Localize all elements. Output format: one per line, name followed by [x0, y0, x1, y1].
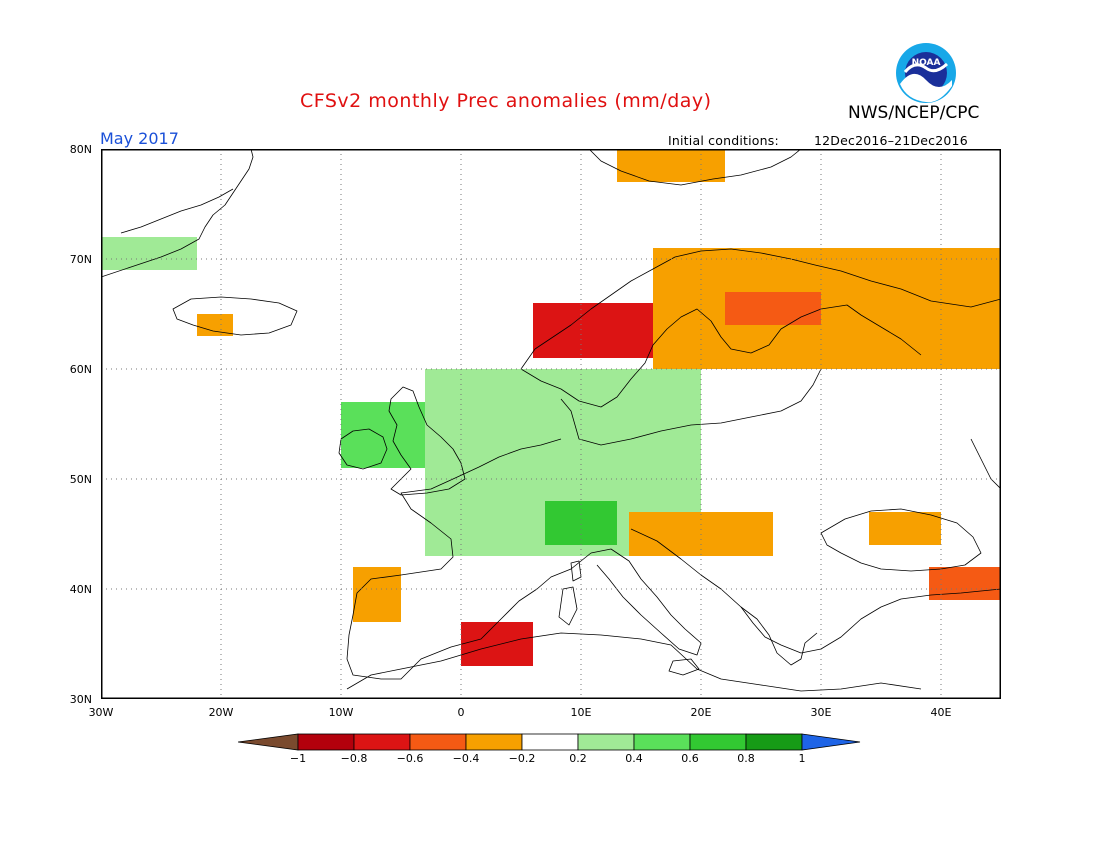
colorbar-swatch-m1: [297, 733, 355, 751]
colorbar-label-m08: −0.8: [340, 752, 368, 765]
chart-title: CFSv2 monthly Prec anomalies (mm/day): [300, 90, 712, 112]
colorbar-swatch-p08: [745, 733, 803, 751]
colorbar-arrow-wet: [801, 733, 861, 751]
lon-label-20w: 20W: [208, 706, 234, 719]
colorbar-swatch-m08: [353, 733, 411, 751]
colorbar-swatch-p02: [577, 733, 635, 751]
valid-month: May 2017: [100, 129, 179, 148]
initial-conditions-label: Initial conditions:: [668, 133, 779, 148]
lat-label-80n: 80N: [69, 143, 92, 156]
logo-text: NOAA: [912, 58, 941, 68]
colorbar-label-m04: −0.4: [452, 752, 480, 765]
lat-label-40n: 40N: [69, 583, 92, 596]
coastlines: [101, 149, 1001, 692]
lon-label-20e: 20E: [690, 706, 712, 719]
anomaly-region-12: [869, 512, 941, 545]
lat-label-50n: 50N: [69, 473, 92, 486]
anomaly-region-4: [197, 314, 233, 336]
colorbar-label-p08: 0.8: [737, 752, 755, 765]
colorbar-swatch-p04: [633, 733, 691, 751]
lon-label-30e: 30E: [810, 706, 832, 719]
lon-label-30w: 30W: [88, 706, 114, 719]
anomaly-region-10: [353, 567, 401, 622]
anomaly-region-3: [617, 149, 725, 182]
colorbar-label-p06: 0.6: [681, 752, 699, 765]
lat-label-30n: 30N: [69, 693, 92, 706]
colorbar-swatch-p06: [689, 733, 747, 751]
colorbar-label-m02: −0.2: [508, 752, 536, 765]
colorbar: [238, 733, 861, 751]
lat-label-60n: 60N: [69, 363, 92, 376]
anomaly-region-8: [545, 501, 617, 545]
anomaly-map: [101, 149, 1001, 699]
lon-label-0: 0: [457, 706, 465, 719]
colorbar-arrow-dry: [238, 733, 299, 751]
anomaly-region-5: [101, 237, 197, 270]
anomaly-region-11: [461, 622, 533, 666]
anomaly-cells: [101, 149, 1001, 666]
colorbar-label-p02: 0.2: [569, 752, 587, 765]
colorbar-swatch-m06: [409, 733, 467, 751]
colorbar-swatch-neutral: [521, 733, 579, 751]
noaa-logo: NOAA: [895, 42, 957, 104]
lat-label-70n: 70N: [69, 253, 92, 266]
lon-label-40e: 40E: [930, 706, 952, 719]
lon-label-10w: 10W: [328, 706, 354, 719]
anomaly-region-2: [725, 292, 821, 325]
map-frame: [101, 149, 1001, 699]
colorbar-label-m06: −0.6: [396, 752, 424, 765]
agency-label: NWS/NCEP/CPC: [848, 103, 980, 123]
colorbar-swatch-m04: [465, 733, 523, 751]
anomaly-region-1: [653, 248, 1001, 369]
colorbar-label-p04: 0.4: [625, 752, 643, 765]
anomaly-region-13: [929, 567, 1001, 600]
lon-label-10e: 10E: [570, 706, 592, 719]
colorbar-label-m1: −1: [289, 752, 307, 765]
anomaly-region-0: [533, 303, 653, 358]
colorbar-label-p1: 1: [798, 752, 806, 765]
initial-conditions-value: 12Dec2016–21Dec2016: [814, 133, 968, 148]
graticule: [101, 149, 1001, 699]
